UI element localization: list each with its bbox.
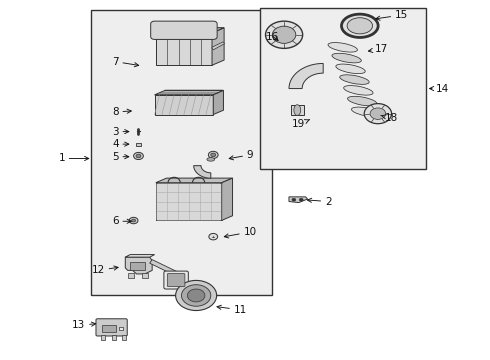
- Ellipse shape: [351, 107, 381, 117]
- Polygon shape: [194, 166, 211, 178]
- Text: 16: 16: [266, 32, 279, 41]
- Text: 6: 6: [112, 216, 131, 226]
- Circle shape: [272, 26, 296, 43]
- FancyBboxPatch shape: [167, 274, 185, 287]
- Ellipse shape: [342, 14, 378, 37]
- Ellipse shape: [332, 53, 361, 63]
- Circle shape: [187, 289, 205, 302]
- Bar: [143, 273, 148, 278]
- Bar: [91, 10, 272, 295]
- Circle shape: [211, 153, 216, 157]
- Ellipse shape: [336, 64, 365, 73]
- Ellipse shape: [328, 42, 357, 52]
- Polygon shape: [213, 90, 223, 114]
- Circle shape: [208, 151, 218, 158]
- Ellipse shape: [294, 105, 301, 116]
- Circle shape: [292, 198, 296, 201]
- Text: 4: 4: [112, 139, 129, 149]
- Text: 14: 14: [430, 84, 449, 94]
- Ellipse shape: [343, 86, 373, 95]
- Circle shape: [136, 154, 141, 158]
- Bar: [102, 325, 117, 332]
- Text: 18: 18: [381, 113, 398, 123]
- Circle shape: [129, 217, 138, 224]
- Text: 8: 8: [112, 107, 131, 117]
- Ellipse shape: [207, 158, 215, 161]
- Text: 13: 13: [72, 320, 96, 330]
- Circle shape: [134, 152, 144, 159]
- Circle shape: [370, 108, 386, 120]
- FancyBboxPatch shape: [96, 319, 127, 336]
- Text: 11: 11: [217, 305, 247, 315]
- Polygon shape: [289, 63, 323, 89]
- Text: 15: 15: [376, 10, 408, 20]
- Ellipse shape: [340, 75, 369, 84]
- Polygon shape: [155, 95, 213, 114]
- Bar: [260, 8, 426, 169]
- Bar: [136, 143, 141, 145]
- Polygon shape: [155, 90, 223, 95]
- Text: 3: 3: [112, 127, 129, 136]
- Polygon shape: [122, 335, 126, 339]
- Polygon shape: [212, 42, 224, 50]
- Text: 17: 17: [368, 44, 389, 54]
- Circle shape: [266, 21, 303, 48]
- Circle shape: [364, 104, 392, 124]
- Polygon shape: [150, 260, 176, 275]
- Polygon shape: [222, 178, 233, 220]
- Text: 9: 9: [229, 150, 253, 160]
- Circle shape: [299, 198, 303, 201]
- Circle shape: [175, 280, 217, 311]
- Text: 12: 12: [92, 265, 118, 275]
- Text: 5: 5: [112, 152, 129, 162]
- Text: 19: 19: [292, 120, 310, 129]
- Circle shape: [181, 285, 211, 306]
- Ellipse shape: [347, 96, 377, 106]
- Polygon shape: [156, 183, 222, 220]
- Text: 2: 2: [307, 197, 331, 207]
- Polygon shape: [156, 33, 212, 65]
- Polygon shape: [125, 257, 152, 274]
- Bar: [130, 262, 145, 270]
- Text: 1: 1: [58, 153, 89, 163]
- Polygon shape: [156, 178, 233, 183]
- Polygon shape: [125, 255, 155, 257]
- Circle shape: [209, 233, 218, 240]
- Polygon shape: [212, 28, 224, 65]
- Text: 7: 7: [112, 57, 139, 67]
- Polygon shape: [292, 105, 304, 116]
- Ellipse shape: [347, 18, 372, 34]
- Polygon shape: [289, 197, 308, 203]
- Bar: [120, 327, 123, 330]
- Circle shape: [132, 219, 136, 222]
- Polygon shape: [156, 28, 224, 33]
- Bar: [128, 273, 134, 278]
- Text: 10: 10: [224, 227, 256, 238]
- FancyBboxPatch shape: [164, 271, 188, 289]
- Polygon shape: [101, 335, 105, 339]
- Polygon shape: [156, 28, 224, 33]
- FancyBboxPatch shape: [151, 21, 217, 40]
- Polygon shape: [112, 335, 116, 339]
